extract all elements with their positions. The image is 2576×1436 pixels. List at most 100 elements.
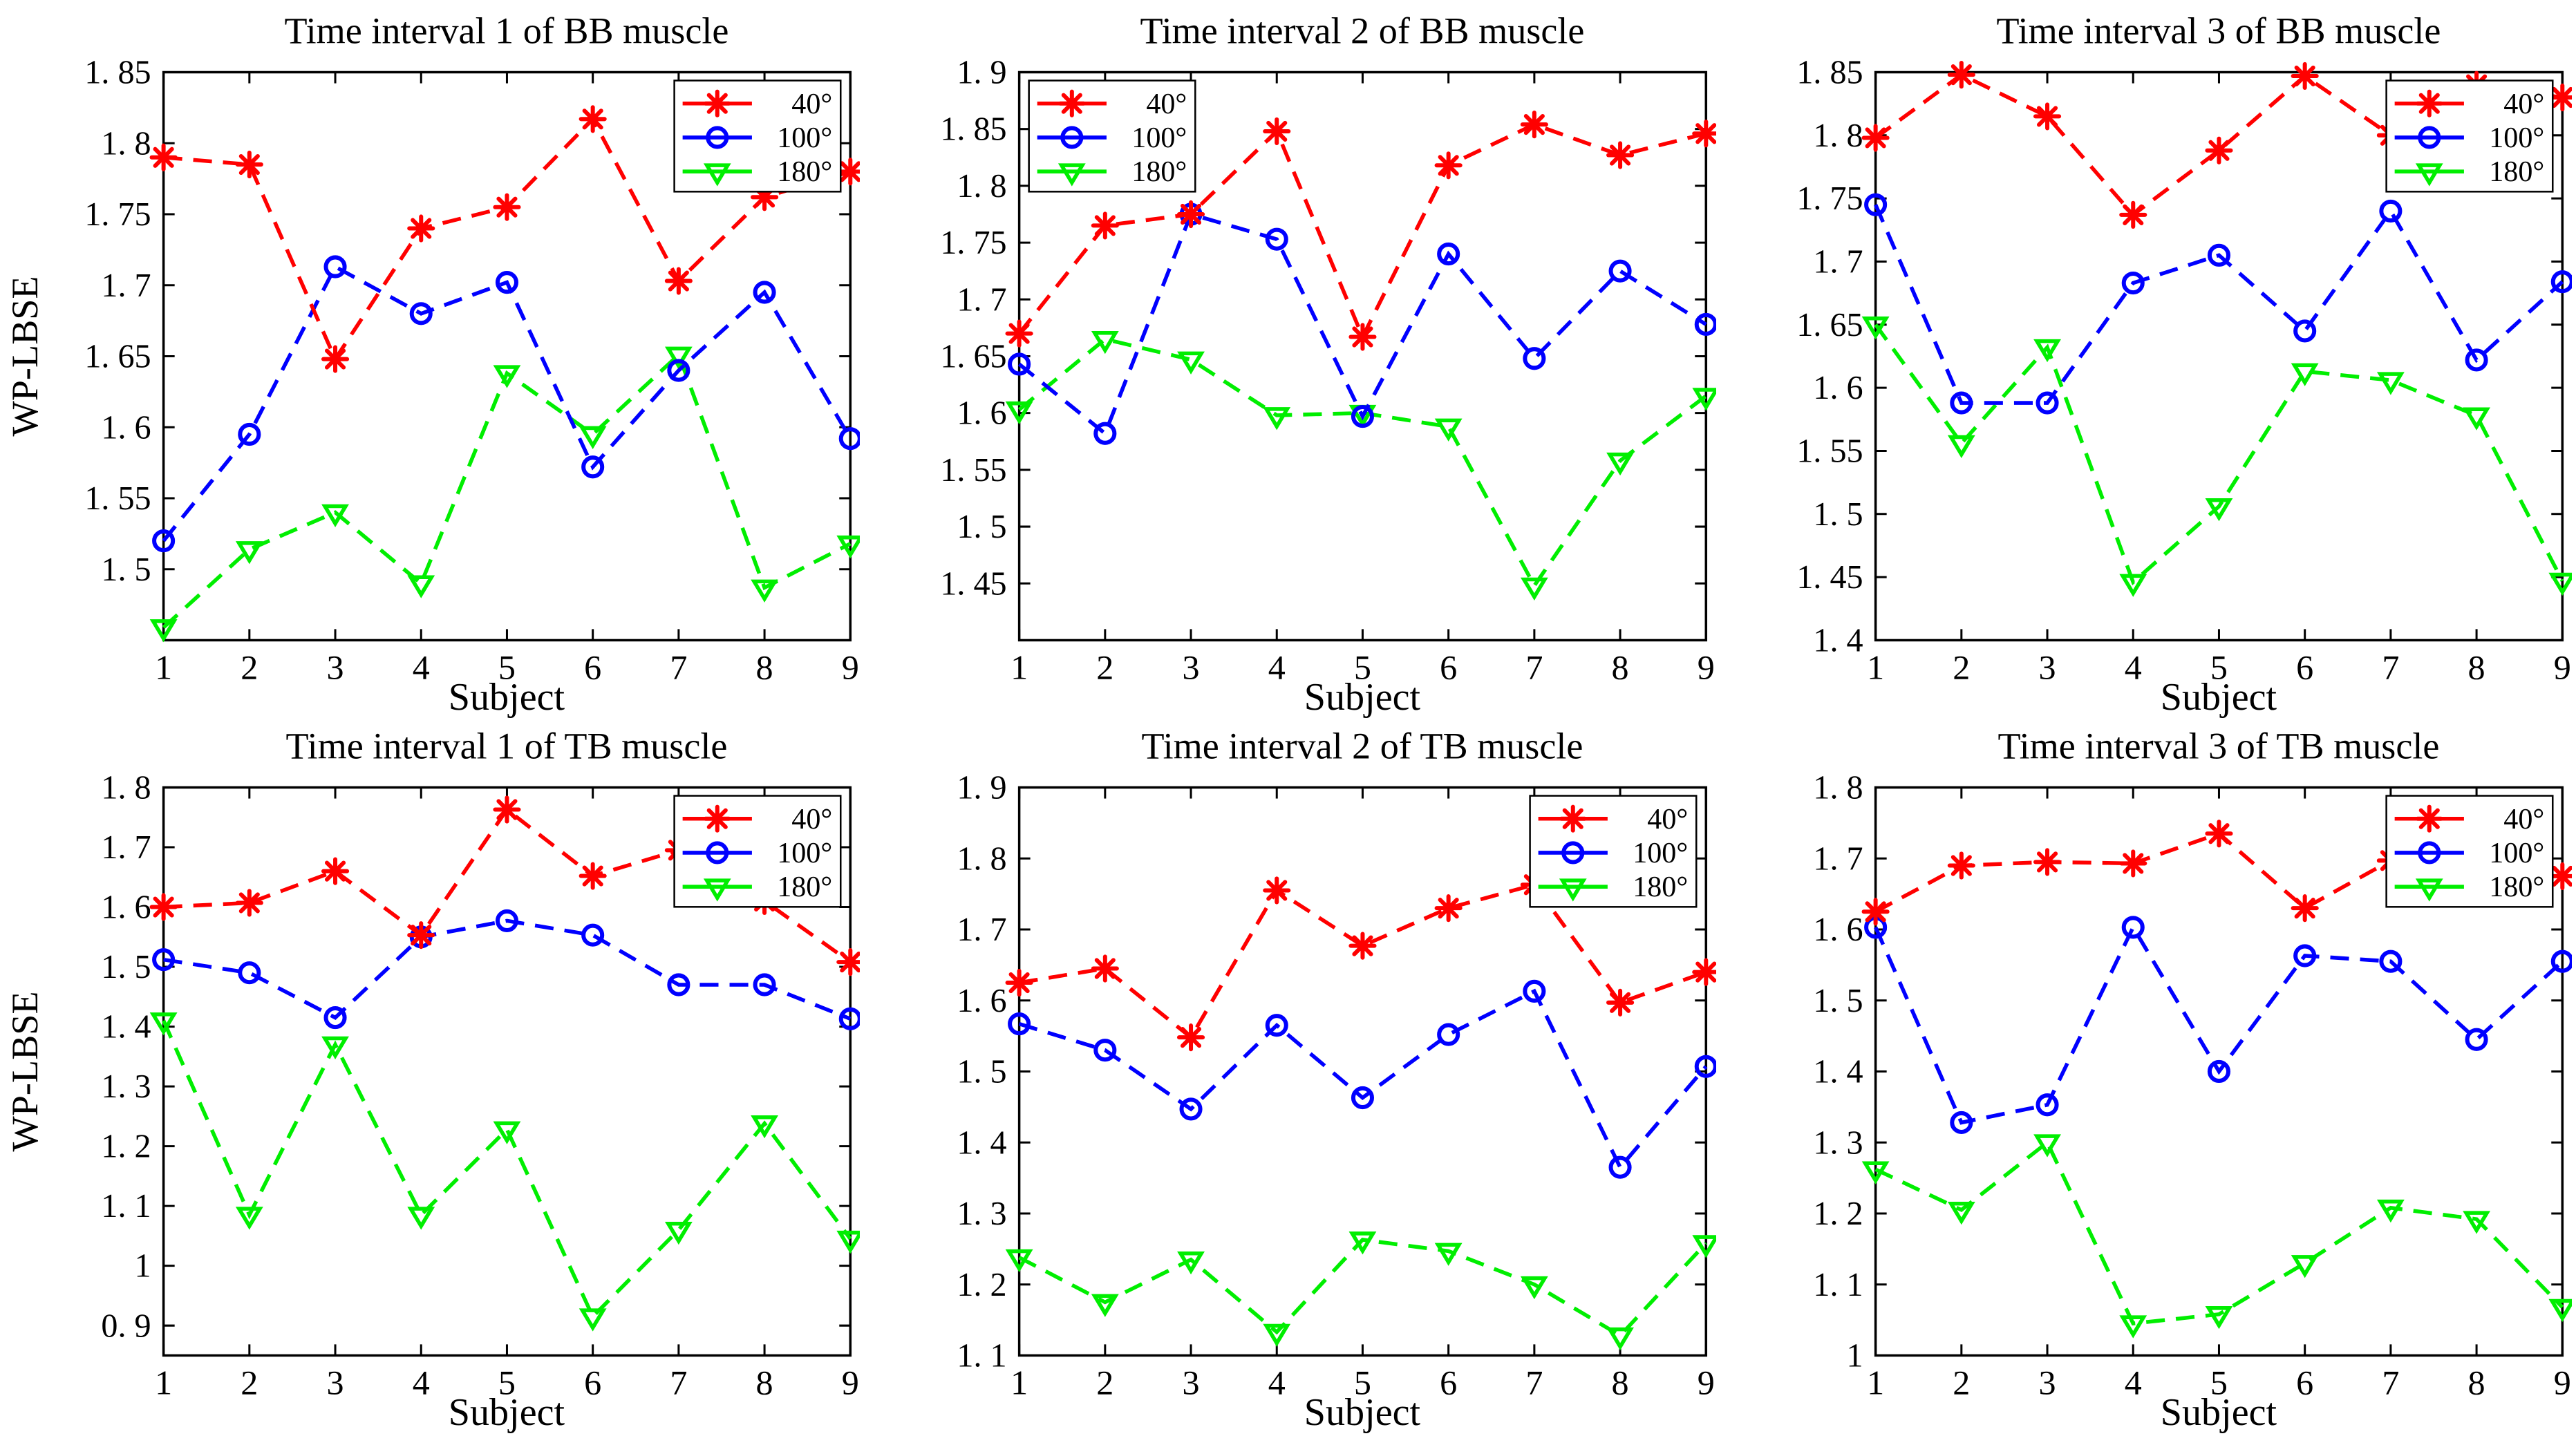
x-axis-label: Subject bbox=[1304, 1391, 1421, 1433]
asterisk-marker bbox=[1438, 155, 1460, 176]
triangle-down-marker bbox=[2291, 1255, 2319, 1278]
circle-marker bbox=[667, 973, 690, 996]
triangle-down-marker bbox=[1435, 418, 1463, 442]
circle-marker bbox=[1093, 1039, 1117, 1062]
plot-canvas: Time interval 2 of BB muscle Subject 1. … bbox=[941, 10, 1716, 718]
legend-label-180deg: 180° bbox=[777, 155, 832, 188]
subplot-tb-interval-3: Time interval 3 of TB muscle Subject 1. … bbox=[1716, 718, 2572, 1433]
series-line-100deg bbox=[1018, 211, 1708, 437]
triangle-down-marker bbox=[2118, 1315, 2147, 1339]
series-line-100deg bbox=[163, 918, 852, 1021]
circle-marker bbox=[581, 923, 605, 947]
y-tick-label: 1. 75 bbox=[84, 196, 151, 233]
x-tick-label: 6 bbox=[2296, 648, 2313, 687]
asterisk-marker bbox=[840, 952, 861, 973]
asterisk-marker bbox=[1610, 144, 1631, 166]
circle-marker bbox=[495, 909, 518, 933]
y-tick-label: 1. 1 bbox=[1813, 1267, 1863, 1303]
y-tick-label: 1. 1 bbox=[957, 1337, 1007, 1374]
asterisk-marker bbox=[238, 153, 260, 176]
asterisk-marker bbox=[1352, 935, 1373, 956]
asterisk-marker bbox=[1095, 215, 1116, 236]
y-tick-label: 1. 85 bbox=[941, 111, 1007, 148]
circle-marker bbox=[2550, 270, 2572, 294]
y-tick-label: 1. 3 bbox=[101, 1068, 151, 1105]
series-line-100deg bbox=[1873, 204, 2564, 405]
x-tick-label: 7 bbox=[670, 648, 687, 687]
asterisk-marker bbox=[1008, 972, 1031, 994]
subplot-tb-interval-2: Time interval 2 of TB muscle Subject 1. … bbox=[860, 718, 1716, 1433]
triangle-down-marker bbox=[836, 1230, 861, 1254]
y-tick-label: 1. 5 bbox=[1813, 983, 1863, 1019]
asterisk-marker bbox=[1062, 93, 1083, 114]
asterisk-marker bbox=[2418, 93, 2440, 114]
circle-marker bbox=[2417, 841, 2441, 865]
triangle-down-marker bbox=[1521, 1276, 1549, 1300]
triangle-down-marker bbox=[2291, 363, 2319, 386]
axes: 1. 81. 71. 61. 51. 41. 31. 21. 110. 91 2 3… bbox=[101, 770, 861, 1402]
x-tick-label: 1 bbox=[1010, 1363, 1028, 1402]
y-tick-label: 1. 6 bbox=[1813, 370, 1863, 406]
circle-marker bbox=[1523, 979, 1546, 1003]
y-tick-label: 1. 4 bbox=[1813, 622, 1863, 659]
y-tick-label: 1 bbox=[135, 1248, 151, 1285]
triangle-down-marker bbox=[407, 575, 435, 598]
circle-marker bbox=[1179, 1097, 1203, 1121]
circle-marker bbox=[706, 126, 729, 149]
asterisk-marker bbox=[706, 808, 728, 829]
x-tick-label: 9 bbox=[842, 1363, 859, 1402]
x-tick-label: 2 bbox=[1097, 1363, 1114, 1402]
triangle-down-marker bbox=[751, 1115, 778, 1139]
circle-marker bbox=[1266, 1014, 1289, 1037]
axes: 1. 8 1. 7 1. 6 1. 5 1. 4 1. 3 1. 2 1. 1 11 2 3 4 5 6 7… bbox=[1813, 770, 2572, 1402]
circle-marker bbox=[2293, 319, 2316, 343]
asterisk-marker bbox=[2036, 106, 2058, 127]
legend-label-180deg: 180° bbox=[777, 871, 832, 903]
y-tick-label: 1. 4 bbox=[957, 1124, 1007, 1161]
triangle-down-marker bbox=[2205, 498, 2233, 522]
y-tick-label: 1. 75 bbox=[1796, 180, 1863, 217]
asterisk-marker bbox=[324, 860, 346, 882]
plot-canvas: Time interval 2 of TB muscle Subject 1. … bbox=[957, 725, 1716, 1433]
y-tick-label: 1. 6 bbox=[101, 889, 151, 926]
circle-marker bbox=[1949, 391, 1973, 415]
triangle-down-marker bbox=[149, 619, 178, 643]
y-tick-label: 1. 4 bbox=[1813, 1054, 1863, 1090]
legend-label-40deg: 40° bbox=[1648, 803, 1689, 835]
x-tick-label: 3 bbox=[2038, 1363, 2056, 1402]
x-tick-label: 5 bbox=[1354, 648, 1371, 687]
legend-label-40deg: 40° bbox=[2503, 803, 2544, 835]
subplot-tb-interval-1: Time interval 1 of TB muscle WP-LBSE Sub… bbox=[4, 718, 861, 1433]
x-tick-label: 8 bbox=[756, 648, 773, 687]
series-line-100deg bbox=[162, 264, 852, 542]
asterisk-marker bbox=[1865, 127, 1886, 149]
triangle-down-marker bbox=[1177, 351, 1205, 375]
x-tick-label: 3 bbox=[327, 648, 344, 687]
y-axis-label: WP-LBSE bbox=[4, 276, 46, 436]
y-tick-label: 1. 6 bbox=[957, 983, 1007, 1019]
y-tick-label: 1. 5 bbox=[957, 509, 1007, 545]
triangle-down-marker bbox=[579, 426, 607, 449]
triangle-down-marker bbox=[1263, 1323, 1291, 1347]
triangle-down-marker bbox=[493, 1121, 521, 1144]
asterisk-marker bbox=[1008, 323, 1031, 344]
triangle-down-marker bbox=[1263, 407, 1291, 431]
triangle-down-marker bbox=[2415, 163, 2443, 187]
circle-marker bbox=[2417, 126, 2441, 149]
y-tick-label: 1. 8 bbox=[957, 168, 1007, 205]
asterisk-marker bbox=[1524, 114, 1545, 135]
x-tick-label: 7 bbox=[2382, 1363, 2399, 1402]
triangle-down-marker bbox=[579, 1308, 607, 1332]
triangle-down-marker bbox=[1692, 1235, 1716, 1258]
circle-marker bbox=[1695, 312, 1716, 337]
legend-label-180deg: 180° bbox=[1633, 871, 1689, 903]
x-tick-label: 1 bbox=[155, 1363, 172, 1402]
circle-marker bbox=[1561, 841, 1585, 865]
circle-marker bbox=[1695, 1055, 1716, 1078]
triangle-down-marker bbox=[836, 535, 861, 559]
series-line-100deg bbox=[1019, 988, 1708, 1171]
triangle-down-marker bbox=[2548, 1298, 2572, 1323]
y-axis-label: WP-LBSE bbox=[4, 991, 46, 1151]
triangle-down-marker bbox=[2118, 574, 2147, 597]
x-tick-label: 7 bbox=[2382, 648, 2399, 687]
